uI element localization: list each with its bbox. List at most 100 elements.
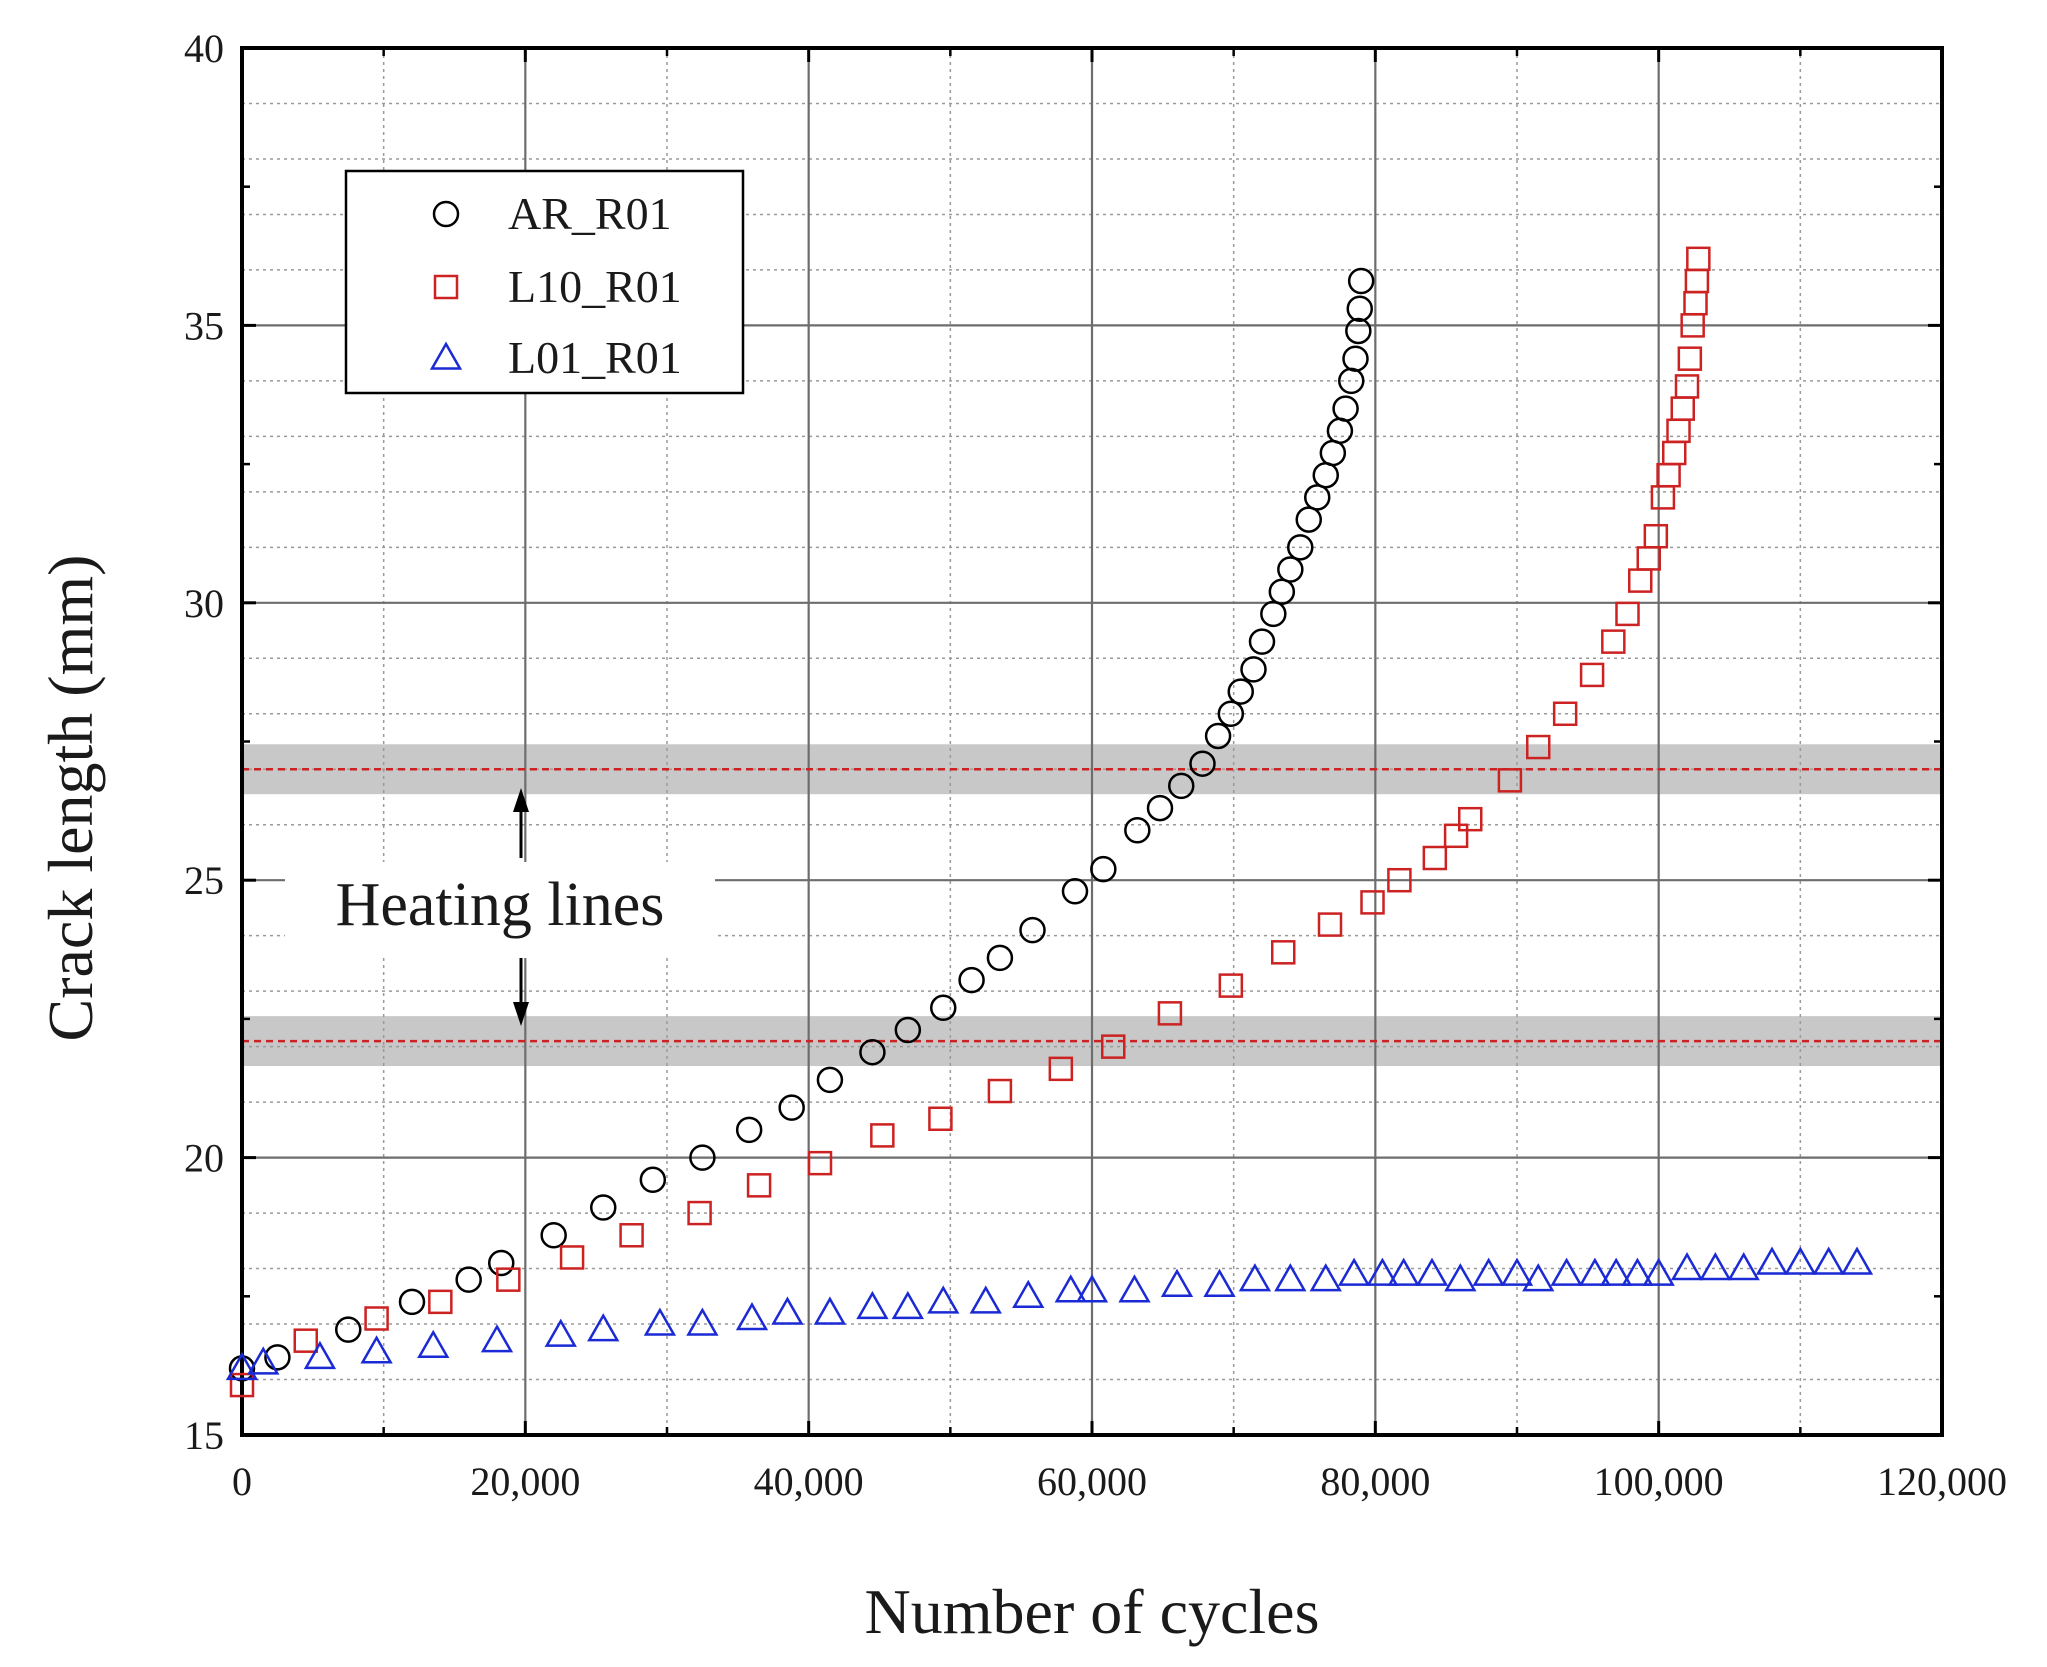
data-point-circle (1061, 878, 1089, 905)
legend-label-ar-r01: AR_R01 (508, 188, 672, 239)
data-point-circle (1295, 506, 1322, 533)
data-point-circle (1019, 916, 1046, 944)
data-point-circle (488, 1249, 515, 1277)
y-tick-label: 15 (184, 1413, 224, 1458)
legend-markers (429, 200, 463, 370)
data-point-triangle (1075, 1274, 1109, 1303)
data-point-triangle (1755, 1246, 1789, 1275)
y-tick-label: 35 (184, 303, 224, 348)
data-point-circle (1248, 628, 1276, 655)
data-point-circle (894, 1016, 922, 1044)
series-l01-r01 (225, 1246, 1874, 1381)
data-point-circle (1342, 345, 1369, 372)
data-point-triangle (1784, 1246, 1817, 1275)
data-point-square (1686, 246, 1711, 272)
data-point-triangle (891, 1290, 924, 1320)
x-tick-label: 60,000 (1037, 1459, 1147, 1504)
data-point-circle (455, 1266, 482, 1293)
data-point-square (1601, 629, 1626, 654)
data-point-circle (1217, 700, 1245, 728)
data-point-square (1670, 396, 1695, 421)
data-point-square (1526, 734, 1551, 760)
data-point-circle (1168, 772, 1195, 800)
data-point-square (807, 1150, 833, 1176)
data-point-triangle (1550, 1257, 1583, 1286)
data-series (225, 246, 1874, 1398)
data-point-circle (1347, 267, 1375, 295)
legend-label-l01-r01: L01_R01 (508, 332, 682, 383)
data-point-triangle (1500, 1257, 1534, 1286)
data-point-triangle (1337, 1257, 1371, 1286)
data-point-circle (986, 944, 1014, 972)
legend-box (344, 169, 745, 395)
data-point-triangle (417, 1329, 450, 1358)
data-point-square (1615, 601, 1640, 627)
data-point-square (428, 1289, 453, 1315)
legend-marker-triangle (429, 341, 463, 370)
data-point-triangle (225, 1351, 259, 1381)
y-axis-title: Crack length (mm) (35, 555, 106, 1042)
x-tick-label: 0 (232, 1459, 252, 1504)
data-point-square (1643, 523, 1669, 549)
data-point-triangle (1012, 1279, 1045, 1309)
data-point-circle (1277, 556, 1304, 583)
data-point-triangle (1387, 1257, 1420, 1286)
heating-lines (242, 767, 1942, 1043)
x-axis-title: Number of cycles (865, 1576, 1320, 1647)
data-point-square (1650, 485, 1676, 510)
x-tick-label: 20,000 (470, 1459, 580, 1504)
data-point-square (1317, 912, 1343, 937)
data-point-triangle (1621, 1257, 1654, 1286)
data-point-triangle (1578, 1257, 1612, 1286)
data-point-square (746, 1173, 772, 1198)
legend: AR_R01 L10_R01 L01_R01 (344, 169, 745, 395)
data-point-triangle (303, 1340, 337, 1370)
data-point-circle (930, 994, 957, 1022)
data-point-circle (1124, 817, 1151, 844)
data-point-triangle (771, 1296, 804, 1325)
data-point-triangle (1522, 1263, 1555, 1292)
series-ar-r01 (228, 267, 1375, 1382)
data-point-square (1048, 1056, 1074, 1082)
data-point-triangle (1727, 1252, 1760, 1281)
x-tick-labels: 0 20,000 40,000 60,000 80,000 100,000 120,000 (232, 1459, 2007, 1504)
data-point-square (1101, 1034, 1126, 1059)
data-point-triangle (1309, 1263, 1342, 1292)
data-point-square (1579, 662, 1605, 688)
data-point-square (1677, 346, 1703, 371)
legend-marker-square (433, 274, 459, 300)
axis-ticks (240, 46, 1944, 1437)
data-point-square (364, 1306, 389, 1331)
data-point-triangle (1054, 1274, 1087, 1303)
y-tick-label: 20 (184, 1136, 224, 1181)
data-point-square (1387, 867, 1412, 893)
data-point-square (1497, 768, 1523, 793)
data-point-square (559, 1245, 585, 1270)
data-point-square (1662, 440, 1687, 466)
heating-lines-label: Heating lines (336, 871, 665, 939)
data-point-triangle (1812, 1246, 1845, 1275)
data-point-circle (1204, 722, 1232, 750)
data-point-square (928, 1106, 953, 1132)
data-point-square (987, 1078, 1013, 1104)
y-tick-label: 25 (184, 858, 224, 903)
data-point-circle (816, 1066, 844, 1094)
data-point-triangle (813, 1296, 847, 1325)
data-point-square (870, 1123, 895, 1148)
data-point-circle (540, 1222, 567, 1249)
data-point-triangle (686, 1307, 719, 1336)
data-point-triangle (1118, 1274, 1151, 1303)
data-point-circle (1260, 600, 1287, 628)
data-point-square (293, 1328, 318, 1353)
data-point-triangle (247, 1346, 280, 1375)
data-point-circle (1319, 439, 1347, 467)
data-point-circle (1268, 578, 1296, 605)
data-point-circle (264, 1344, 291, 1371)
data-point-square (1666, 418, 1691, 444)
data-point-circle (689, 1144, 716, 1171)
data-point-circle (1146, 794, 1174, 822)
data-point-square (1458, 806, 1483, 832)
heating-lines-arrows (513, 788, 529, 1026)
data-point-square (1636, 546, 1661, 571)
